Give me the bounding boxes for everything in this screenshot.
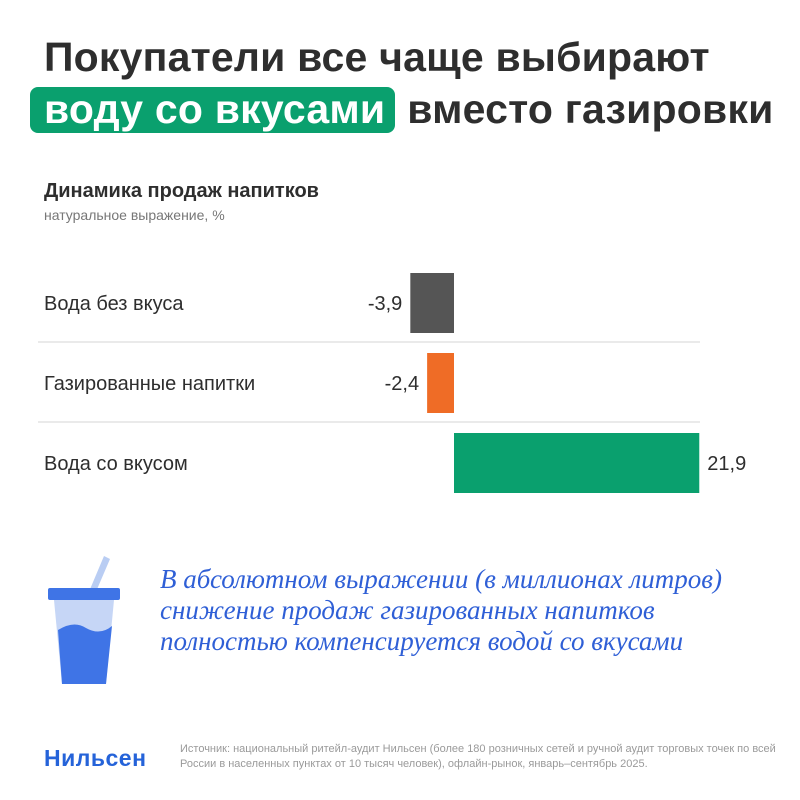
title-highlight: воду со вкусами bbox=[30, 86, 396, 133]
cup-with-straw-icon bbox=[48, 556, 120, 684]
value-label: -3,9 bbox=[368, 293, 402, 315]
value-label: 21,9 bbox=[707, 453, 746, 475]
page-title-line-1: Покупатели все чаще выбирают bbox=[44, 34, 710, 80]
page-title-line-2: воду со вкусами вместо газировки bbox=[30, 86, 774, 133]
title-rest: вместо газировки bbox=[407, 86, 774, 132]
chart-subtitle: натуральное выражение, % bbox=[44, 207, 225, 223]
category-label: Газированные напитки bbox=[44, 373, 255, 395]
category-label: Вода без вкуса bbox=[44, 293, 184, 315]
brand-logo: Нильсен bbox=[44, 745, 147, 771]
bar bbox=[427, 353, 454, 413]
callout-text: В абсолютном выражении (в миллионах литр… bbox=[160, 564, 723, 656]
chart-title: Динамика продаж напитков bbox=[44, 180, 319, 202]
source-note: Источник: национальный ритейл-аудит Ниль… bbox=[180, 743, 776, 770]
category-label: Вода со вкусом bbox=[44, 453, 188, 475]
bar bbox=[410, 273, 454, 333]
value-label: -2,4 bbox=[385, 373, 419, 395]
bar bbox=[454, 433, 700, 493]
